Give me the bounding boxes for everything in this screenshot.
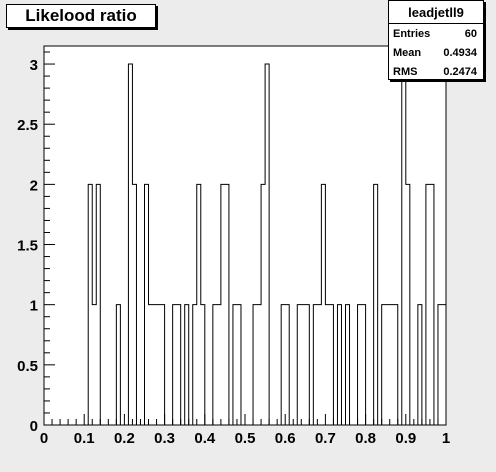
stats-label: Mean xyxy=(393,46,422,59)
x-tick-label: 0 xyxy=(40,430,48,447)
stats-label: Entries xyxy=(393,27,431,40)
y-tick-label: 0 xyxy=(30,418,38,435)
x-tick-label: 0.8 xyxy=(355,430,376,447)
x-tick-label: 0.2 xyxy=(114,430,135,447)
x-tick-label: 0.5 xyxy=(235,430,256,447)
histogram-bars xyxy=(44,63,446,426)
stats-value: 60 xyxy=(464,27,477,40)
stats-row-mean: Mean 0.4934 xyxy=(389,43,483,62)
stats-value: 0.4934 xyxy=(443,46,477,59)
x-axis: 0 0.1 0.2 0.3 0.4 0.5 0.6 0.7 0.8 0.9 1 xyxy=(40,414,450,447)
chart-title: Likelood ratio xyxy=(25,6,137,25)
x-tick-label: 0.6 xyxy=(275,430,296,447)
x-tick-label: 0.4 xyxy=(194,430,216,447)
y-tick-label: 1 xyxy=(30,298,38,315)
stats-title: leadjetll9 xyxy=(389,1,483,24)
stats-label: RMS xyxy=(393,65,418,78)
y-tick-label: 0.5 xyxy=(17,358,38,375)
x-tick-label: 1 xyxy=(442,430,450,447)
x-tick-label: 0.7 xyxy=(315,430,336,447)
plot-frame xyxy=(43,45,447,426)
stats-value: 0.2474 xyxy=(443,65,477,78)
x-tick-label: 0.3 xyxy=(154,430,175,447)
y-tick-label: 3 xyxy=(30,57,38,74)
histogram-outline xyxy=(44,63,446,426)
stats-row-entries: Entries 60 xyxy=(389,24,483,43)
y-tick-label: 2 xyxy=(30,177,38,194)
x-tick-label: 0.1 xyxy=(74,430,95,447)
y-tick-label: 1.5 xyxy=(17,238,38,255)
y-tick-label: 2.5 xyxy=(17,117,38,134)
y-axis: 0 0.5 1 1.5 2 2.5 3 xyxy=(17,51,55,435)
chart-title-box: Likelood ratio xyxy=(6,4,156,28)
stats-row-rms: RMS 0.2474 xyxy=(389,62,483,81)
stats-box: leadjetll9 Entries 60 Mean 0.4934 RMS 0.… xyxy=(388,0,484,80)
x-tick-label: 0.9 xyxy=(395,430,416,447)
